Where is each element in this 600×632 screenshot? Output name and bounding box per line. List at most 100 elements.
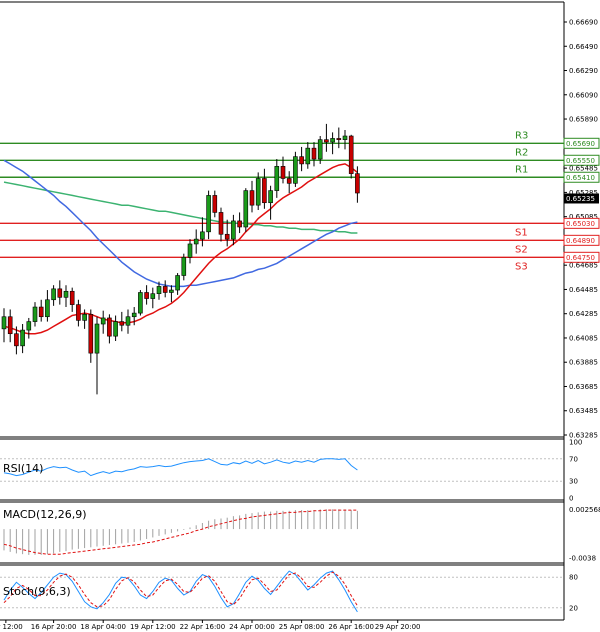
macd-signal-polyline — [3, 509, 358, 555]
time-tick-label: 25 Apr 08:00 — [279, 623, 325, 631]
macd-tick-label: 0.002568 — [569, 506, 600, 514]
support-resistance-lines — [0, 142, 564, 259]
price-tick-label: 0.63685 — [569, 383, 598, 391]
rsi-axis-ticks: 100 70 30 0 — [569, 439, 582, 503]
candle-body — [348, 135, 354, 174]
candle-body — [169, 289, 174, 293]
candle-body — [51, 288, 56, 301]
ma-red-line — [3, 163, 358, 335]
level-label-r2: R2 — [515, 147, 528, 158]
candle-body — [156, 286, 162, 294]
candle-body — [224, 233, 230, 240]
level-tag-box — [563, 137, 600, 149]
level-tag-label: 0.64750 — [566, 254, 595, 262]
rsi-title: RSI(14) — [3, 462, 43, 475]
candle-body — [45, 299, 50, 318]
candle-body — [305, 147, 311, 165]
price-tick-label: 0.63485 — [569, 407, 598, 415]
candle-body — [255, 178, 261, 206]
level-tag-label: 0.65410 — [566, 174, 595, 182]
price-tick-label: 0.66290 — [569, 67, 598, 75]
candle-body — [76, 304, 81, 321]
candle-body — [311, 147, 317, 160]
candle-body — [355, 173, 360, 194]
time-tick-label: 22 Apr 16:00 — [180, 623, 226, 631]
candle-body — [14, 333, 19, 347]
price-tick-label: 0.63285 — [569, 432, 598, 440]
candle-body — [181, 257, 187, 276]
ma-blue-line — [3, 159, 358, 288]
macd-histogram — [3, 509, 358, 555]
price-tick-label: 0.64085 — [569, 334, 598, 342]
candle-body — [206, 195, 211, 233]
rsi-tick-label: 100 — [569, 439, 582, 447]
candle-body — [82, 314, 87, 321]
candle-body — [100, 317, 106, 325]
candlesticks — [1, 123, 360, 395]
macd-signal-line — [3, 509, 358, 555]
moving-average-blue — [3, 159, 358, 288]
candle-body — [94, 323, 100, 354]
stoch-main-polyline — [3, 570, 358, 613]
candle-body — [69, 290, 75, 305]
stoch-signal-line — [3, 571, 358, 608]
candle-body — [38, 306, 44, 318]
candle-body — [32, 306, 38, 322]
candle-body — [268, 190, 273, 204]
price-tick-label: 0.66090 — [569, 91, 598, 99]
stoch-title: Stoch(9,6,3) — [3, 585, 71, 598]
support-resistance-labels: R3 R2 R1 S1 S2 S3 — [515, 130, 528, 272]
candle-body — [286, 178, 292, 184]
current-price-tag: 0.65235 — [564, 193, 599, 204]
candle-body — [7, 316, 13, 335]
candle-body — [336, 138, 342, 140]
rsi-tick-label: 0 — [569, 495, 573, 503]
candle-body — [187, 243, 193, 258]
candle-body — [249, 190, 255, 206]
candle-body — [138, 292, 143, 314]
stoch-main-line — [3, 570, 358, 613]
candle-body — [299, 156, 304, 165]
candle-body — [1, 316, 7, 330]
candle-body — [274, 166, 280, 191]
candle-body — [218, 212, 224, 235]
level-tag-box — [563, 154, 600, 166]
price-tick-label: 0.65285 — [569, 189, 598, 197]
price-tick-label: 0.66490 — [569, 43, 598, 51]
candle-body — [212, 195, 218, 213]
level-label-s2: S2 — [515, 244, 528, 255]
candle-body — [262, 178, 267, 204]
candle-body — [342, 135, 348, 140]
level-label-s3: S3 — [515, 261, 528, 272]
price-tick-label: 0.66690 — [569, 19, 598, 27]
price-tick-label: 0.64285 — [569, 310, 598, 318]
candle-body — [113, 321, 118, 337]
price-tick-label: 0.65485 — [569, 165, 598, 173]
candle-body — [125, 316, 131, 326]
candle-body — [330, 138, 335, 143]
level-label-r3: R3 — [515, 130, 528, 141]
price-tick-label: 0.64485 — [569, 286, 598, 294]
time-tick-label: 18 Apr 04:00 — [80, 623, 126, 631]
level-tag-label: 0.65550 — [566, 157, 595, 165]
candle-body — [231, 220, 236, 240]
candle-body — [144, 292, 149, 299]
level-tag-box — [563, 234, 600, 246]
time-tick-label: 15 Apr 12:00 — [0, 623, 23, 631]
level-price-tags: 0.65690 0.65550 0.65410 0.65030 0.64890 0.647… — [563, 137, 600, 263]
stoch-tick-label: 20 — [569, 604, 578, 612]
current-price-label: 0.65235 — [566, 195, 595, 203]
price-tick-label: 0.64685 — [569, 262, 598, 270]
moving-average-red — [3, 163, 358, 335]
candle-body — [131, 312, 137, 318]
candle-body — [243, 190, 249, 228]
level-label-s1: S1 — [515, 227, 528, 238]
candle-body — [175, 275, 180, 291]
candle-body — [20, 329, 25, 347]
level-tag-label: 0.65030 — [566, 220, 595, 228]
candle-body — [293, 156, 298, 184]
candle-body — [280, 166, 286, 179]
level-tag-box — [563, 251, 600, 263]
time-tick-label: 19 Apr 12:00 — [130, 623, 176, 631]
